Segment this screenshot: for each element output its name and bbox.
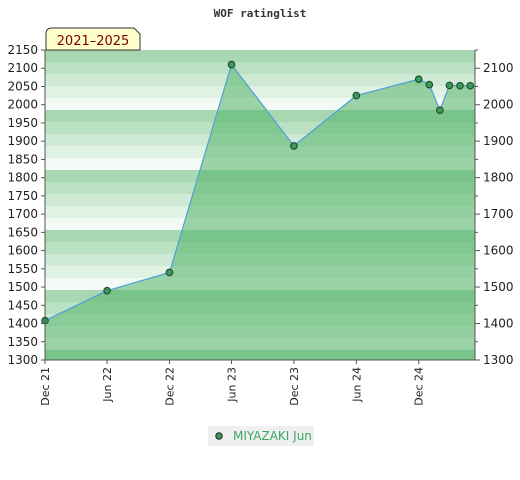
background-band <box>45 74 475 86</box>
left-tick-label: 1950 <box>7 116 38 130</box>
right-tick-label: 2100 <box>483 61 514 75</box>
right-y-axis: 1300 1400 1500 1600 1700 1800 1900 2000 2100 <box>474 49 514 367</box>
x-axis: Dec 21 Jun 22 Dec 22 Jun 23 Dec 23 Jun 24 Dec … <box>39 359 475 406</box>
right-tick-label: 1600 <box>483 244 514 258</box>
area-band <box>45 302 475 314</box>
x-tick-label: Dec 22 <box>163 367 176 406</box>
left-y-axis: 1300 1350 1400 1450 1500 1550 1600 1650 1700 1750… <box>7 43 46 367</box>
left-tick-label: 1600 <box>7 244 38 258</box>
right-tick-label: 1700 <box>483 207 514 221</box>
badge-background <box>45 27 141 51</box>
background-band <box>45 50 475 62</box>
data-point[interactable] <box>165 268 174 277</box>
right-tick-label: 2000 <box>483 98 514 112</box>
legend-label: MIYAZAKI Jun <box>233 429 312 443</box>
left-tick-label: 1750 <box>7 189 38 203</box>
left-tick-label: 1450 <box>7 298 38 312</box>
left-tick-label: 1550 <box>7 262 38 276</box>
x-tick-label: Dec 21 <box>39 367 52 406</box>
right-tick-label: 1900 <box>483 134 514 148</box>
badge-label: 2021–2025 <box>57 34 130 49</box>
period-badge: 2021–2025 <box>45 27 141 51</box>
area-band <box>45 278 475 290</box>
left-tick-label: 2150 <box>7 43 38 57</box>
left-tick-label: 2050 <box>7 79 38 93</box>
right-tick-label: 1300 <box>483 353 514 367</box>
data-point[interactable] <box>425 80 434 89</box>
area-band <box>45 338 475 350</box>
x-tick-label: Jun 22 <box>101 367 114 403</box>
left-tick-label: 2000 <box>7 98 38 112</box>
data-point[interactable] <box>103 286 111 295</box>
data-point[interactable] <box>456 81 464 90</box>
area-band <box>45 314 475 326</box>
left-tick-label: 1400 <box>7 317 38 331</box>
data-point[interactable] <box>227 60 236 69</box>
area-band <box>45 350 475 360</box>
left-tick-label: 1300 <box>7 353 38 367</box>
right-tick-label: 1800 <box>483 171 514 185</box>
data-point[interactable] <box>414 75 423 83</box>
chart-title: WOF ratinglist <box>214 7 307 20</box>
data-point[interactable] <box>445 81 454 90</box>
left-tick-label: 1800 <box>7 171 38 185</box>
data-point[interactable] <box>290 142 298 150</box>
legend-background <box>208 426 314 446</box>
x-tick-label: Dec 24 <box>413 367 426 406</box>
x-tick-label: Dec 23 <box>288 367 301 406</box>
data-markers <box>41 60 475 325</box>
area-band <box>45 326 475 338</box>
left-tick-label: 2100 <box>7 61 38 75</box>
right-tick-label: 1400 <box>483 317 514 331</box>
x-tick-label: Jun 23 <box>226 367 239 403</box>
plot-area <box>41 50 475 360</box>
right-tick-label: 1500 <box>483 280 514 294</box>
legend[interactable]: MIYAZAKI Jun <box>208 426 314 446</box>
data-point[interactable] <box>352 91 361 100</box>
legend-marker-icon <box>215 432 223 440</box>
left-tick-label: 1700 <box>7 207 38 221</box>
left-tick-label: 1650 <box>7 225 38 239</box>
left-tick-label: 1500 <box>7 280 38 294</box>
background-band <box>45 62 475 74</box>
x-tick-label: Jun 24 <box>350 367 363 403</box>
left-tick-label: 1900 <box>7 134 38 148</box>
left-tick-label: 1350 <box>7 335 38 349</box>
left-tick-label: 1850 <box>7 152 38 166</box>
data-point[interactable] <box>436 106 444 114</box>
data-point[interactable] <box>466 81 475 90</box>
area-band <box>45 290 475 302</box>
